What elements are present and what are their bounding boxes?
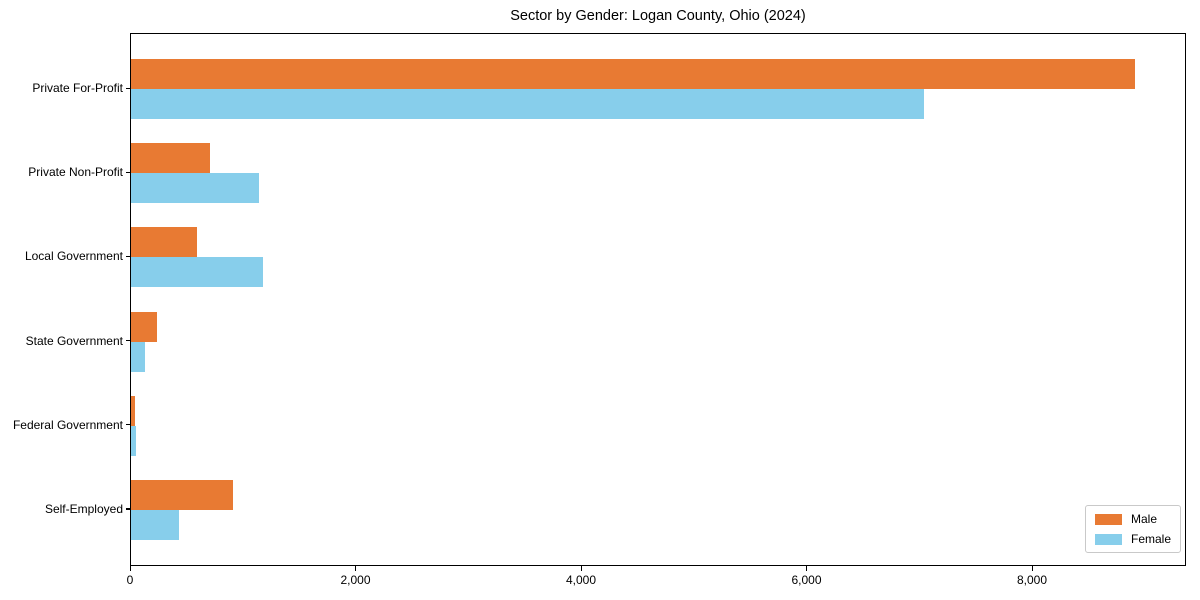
bar-male (131, 480, 234, 511)
x-tick-mark (355, 566, 357, 571)
bar-group (131, 384, 1185, 468)
bar-group (131, 215, 1185, 299)
bar-male (131, 395, 135, 426)
x-tick-mark (1031, 566, 1033, 571)
x-tick-label: 6,000 (791, 573, 822, 587)
bar-female (131, 173, 259, 204)
y-category-row: Private Non-Profit (0, 130, 130, 214)
chart-title: Sector by Gender: Logan County, Ohio (20… (510, 8, 806, 24)
bar-male (131, 227, 197, 258)
plot-area: Male Female (130, 33, 1186, 566)
x-tick-mark (130, 566, 131, 571)
legend-swatch-female (1094, 533, 1122, 545)
y-tick-mark (126, 87, 130, 89)
legend-item-male: Male (1094, 512, 1171, 526)
bar-female (131, 89, 925, 120)
x-tick-label: 2,000 (340, 573, 371, 587)
y-tick-mark (126, 424, 130, 426)
bar-female (131, 257, 264, 288)
y-tick-label: Local Government (24, 249, 123, 264)
bar-female (131, 341, 146, 372)
bar-group (131, 468, 1185, 552)
bar-male (131, 59, 1135, 90)
y-tick-label: State Government (25, 333, 123, 348)
bar-female (131, 425, 136, 456)
y-category-row: Private For-Profit (0, 46, 130, 130)
x-tick-mark (806, 566, 808, 571)
bar-group (131, 47, 1185, 131)
y-tick-label: Federal Government (12, 417, 123, 432)
bar-group (131, 300, 1185, 384)
x-tick-label: 0 (126, 573, 134, 587)
y-axis: Private For-Profit Private Non-Profit Loca… (0, 33, 130, 566)
legend-label-female: Female (1130, 532, 1171, 546)
y-tick-label: Private For-Profit (32, 81, 123, 96)
legend-swatch-male (1094, 513, 1122, 525)
legend-label-male: Male (1130, 512, 1157, 526)
y-tick-label: Private Non-Profit (28, 165, 123, 180)
y-category-row: State Government (0, 299, 130, 383)
bar-group (131, 131, 1185, 215)
bar-male (131, 143, 210, 174)
y-category-row: Self-Employed (0, 467, 130, 551)
x-axis: 0 2,000 4,000 6,000 8,000 (126, 566, 1186, 598)
y-tick-label: Self-Employed (44, 502, 123, 517)
bar-female (131, 510, 180, 541)
legend: Male Female (1084, 505, 1181, 553)
bar-male (131, 311, 157, 342)
x-tick-label: 8,000 (1016, 573, 1047, 587)
y-category-row: Local Government (0, 214, 130, 298)
y-tick-mark (126, 340, 130, 342)
y-tick-mark (126, 255, 130, 258)
y-tick-mark (126, 171, 130, 173)
x-tick-mark (580, 566, 582, 571)
y-tick-mark (126, 508, 130, 510)
legend-item-female: Female (1094, 532, 1171, 546)
y-category-row: Federal Government (0, 383, 130, 467)
x-tick-label: 4,000 (565, 573, 596, 587)
